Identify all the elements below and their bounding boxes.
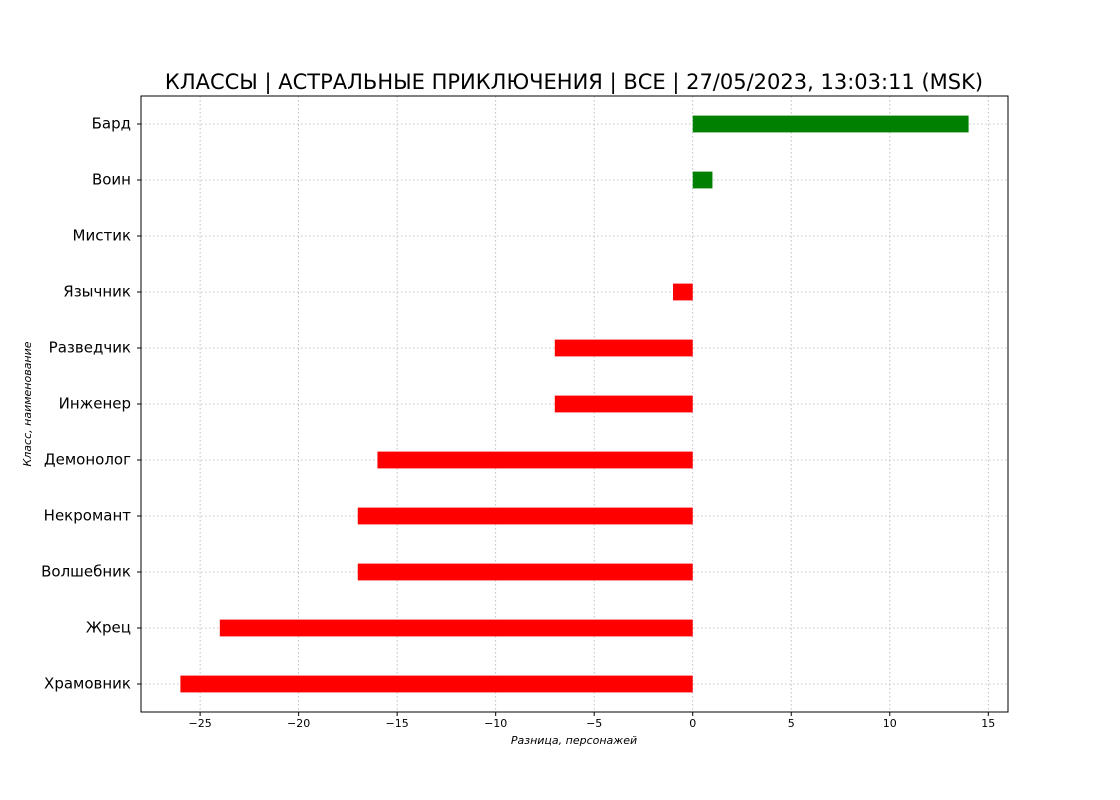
bar bbox=[377, 451, 693, 469]
x-tick-label: −20 bbox=[287, 717, 310, 730]
x-tick-label: −25 bbox=[189, 717, 212, 730]
bar bbox=[554, 395, 693, 413]
y-tick-label: Демонолог bbox=[44, 451, 131, 469]
y-tick-label: Инженер bbox=[59, 395, 131, 413]
y-tick-label: Некромант bbox=[44, 507, 132, 525]
x-axis-label: Разница, персонажей bbox=[511, 734, 637, 747]
y-tick-label: Жрец bbox=[86, 619, 131, 637]
y-tick-label: Мистик bbox=[73, 227, 131, 245]
x-tick-label: 15 bbox=[981, 717, 995, 730]
x-tick-label: 10 bbox=[883, 717, 897, 730]
y-tick-label: Воин bbox=[92, 171, 131, 189]
x-tick-label: 0 bbox=[689, 717, 696, 730]
bar bbox=[692, 171, 713, 189]
x-tick-label: −15 bbox=[386, 717, 409, 730]
bar bbox=[357, 507, 693, 525]
y-tick-label: Бард bbox=[92, 115, 131, 133]
x-tick-label: −10 bbox=[484, 717, 507, 730]
bar bbox=[673, 283, 693, 301]
bar bbox=[357, 563, 693, 581]
plot-frame bbox=[140, 95, 1009, 713]
y-tick-label: Храмовник bbox=[44, 675, 131, 693]
y-tick-label: Язычник bbox=[63, 283, 131, 301]
chart-title: КЛАССЫ | АСТРАЛЬНЫЕ ПРИКЛЮЧЕНИЯ | ВСЕ | … bbox=[165, 70, 983, 95]
x-tick-label: 5 bbox=[788, 717, 795, 730]
bar bbox=[554, 339, 693, 357]
y-tick-label: Волшебник bbox=[41, 563, 131, 581]
bar bbox=[692, 115, 969, 133]
y-tick-label: Разведчик bbox=[49, 339, 131, 357]
bar bbox=[219, 619, 693, 637]
bar bbox=[180, 675, 693, 693]
x-tick-label: −5 bbox=[586, 717, 602, 730]
y-axis-label: Класс, наименование bbox=[21, 341, 34, 466]
